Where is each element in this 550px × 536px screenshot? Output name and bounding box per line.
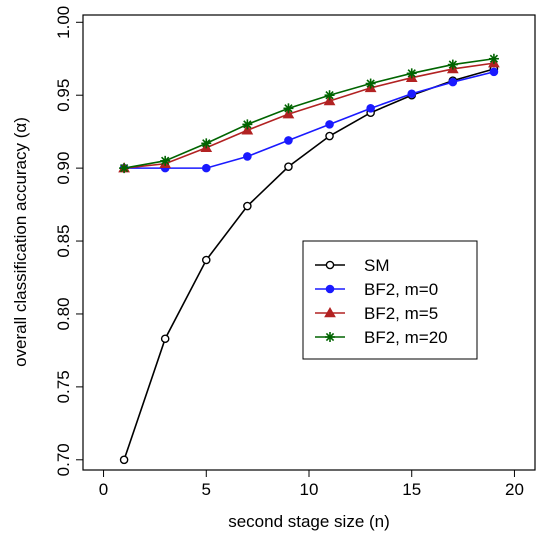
data-point [325, 131, 334, 141]
data-point [366, 104, 375, 113]
y-tick-label: 0.80 [54, 297, 73, 330]
y-tick-label: 1.00 [54, 6, 73, 39]
data-point [488, 53, 499, 64]
data-point [448, 77, 458, 87]
x-tick-label: 10 [300, 480, 319, 499]
legend-box [302, 240, 478, 360]
data-point [201, 255, 211, 265]
data-point [489, 67, 499, 77]
data-point [323, 95, 336, 106]
data-point [160, 155, 171, 166]
series-line [123, 57, 495, 169]
data-point [201, 163, 211, 173]
data-point [160, 334, 170, 344]
legend-marker [324, 306, 336, 318]
legend-marker [325, 284, 335, 294]
y-axis: 0.70 0.75 0.80 0.85 0.90 0.95 1.00 [54, 6, 83, 476]
x-tick-label: 15 [402, 480, 421, 499]
legend-marker [325, 260, 335, 270]
y-tick-label: 0.75 [54, 370, 73, 403]
legend-label: SM [364, 256, 390, 275]
data-point [283, 103, 294, 114]
data-point [365, 78, 376, 89]
data-point [284, 136, 293, 145]
y-tick-label: 0.85 [54, 224, 73, 257]
data-point [242, 119, 253, 130]
legend: SM BF2, m=0 BF2, m=5 BF2, m=20 [302, 240, 478, 360]
y-tick-label: 0.90 [54, 152, 73, 185]
x-axis-label: second stage size (n) [228, 512, 390, 531]
legend-entry: SM [315, 256, 390, 275]
data-point [282, 108, 295, 119]
data-point [243, 152, 252, 161]
data-point [241, 124, 254, 135]
data-point [201, 138, 212, 149]
legend-entry: BF2, m=0 [315, 280, 438, 299]
legend-label: BF2, m=20 [364, 328, 448, 347]
legend-entry: BF2, m=5 [315, 304, 438, 323]
data-point [119, 163, 130, 174]
data-point [119, 455, 129, 465]
series-line [124, 62, 495, 169]
legend-marker [325, 332, 335, 342]
legend-entry: BF2, m=20 [315, 328, 448, 347]
series-layer [118, 53, 500, 465]
legend-label: BF2, m=0 [364, 280, 438, 299]
data-point [447, 59, 458, 70]
data-point [407, 89, 417, 99]
y-tick-label: 0.95 [54, 79, 73, 112]
data-point [243, 201, 252, 211]
y-axis-label: overall classification accuracy (α) [11, 117, 30, 367]
series-2 [118, 57, 500, 173]
series-line [124, 71, 495, 169]
y-tick-label: 0.70 [54, 443, 73, 476]
x-tick-label: 20 [505, 480, 524, 499]
data-point [324, 90, 335, 101]
legend-label: BF2, m=5 [364, 304, 438, 323]
x-axis: 0 5 10 15 20 [99, 470, 524, 499]
data-point [325, 120, 334, 129]
series-3 [119, 53, 499, 174]
x-tick-label: 5 [202, 480, 211, 499]
data-point [406, 68, 417, 79]
data-point [284, 162, 293, 171]
x-tick-label: 0 [99, 480, 108, 499]
